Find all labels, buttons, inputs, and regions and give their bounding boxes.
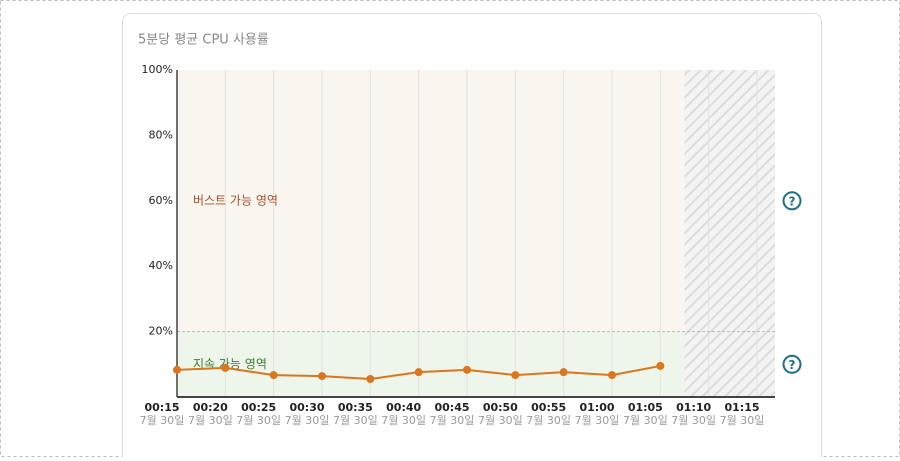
data-point xyxy=(511,371,520,380)
x-date-label: 7월 30일 xyxy=(188,413,233,427)
zone xyxy=(177,331,775,397)
x-tick-label: 01:15 xyxy=(724,401,759,414)
x-tick-label: 01:05 xyxy=(628,401,663,414)
x-date-label: 7월 30일 xyxy=(333,413,378,427)
x-tick-label: 00:30 xyxy=(289,401,324,414)
x-date-label: 7월 30일 xyxy=(526,413,571,427)
data-point xyxy=(463,365,471,374)
zone-label: 지속 가능 영역 xyxy=(193,357,267,371)
x-date-label: 7월 30일 xyxy=(236,413,281,427)
x-date-label: 7월 30일 xyxy=(430,413,475,427)
data-point xyxy=(414,368,423,377)
data-point xyxy=(269,371,278,380)
zone-label: 버스트 가능 영역 xyxy=(193,193,278,207)
x-date-label: 7월 30일 xyxy=(478,413,523,427)
x-date-label: 7월 30일 xyxy=(285,413,330,427)
zone xyxy=(177,70,775,332)
y-tick-label: 80% xyxy=(149,128,173,141)
help-icon[interactable] xyxy=(782,354,802,374)
x-tick-label: 01:10 xyxy=(676,401,711,414)
x-date-label: 7월 30일 xyxy=(623,413,668,427)
x-tick-label: 01:00 xyxy=(579,401,614,414)
data-point xyxy=(221,363,230,372)
x-tick-label: 00:40 xyxy=(386,401,421,414)
x-tick-label: 00:45 xyxy=(434,401,469,414)
help-icon-glyph: ? xyxy=(789,194,796,208)
x-date-label: 7월 30일 xyxy=(140,413,185,427)
x-date-label: 7월 30일 xyxy=(671,413,716,427)
y-tick-label: 20% xyxy=(149,325,173,338)
x-tick-label: 00:20 xyxy=(193,401,228,414)
data-point xyxy=(318,372,326,381)
data-point xyxy=(656,361,665,370)
y-tick-label: 40% xyxy=(149,259,173,272)
help-icon-glyph: ? xyxy=(789,358,796,372)
x-tick-label: 00:15 xyxy=(144,401,179,414)
data-point xyxy=(366,375,375,384)
x-date-label: 7월 30일 xyxy=(720,413,765,427)
x-date-label: 7월 30일 xyxy=(381,413,426,427)
help-icon[interactable] xyxy=(782,191,802,211)
data-point xyxy=(608,371,616,380)
x-tick-label: 00:55 xyxy=(531,401,566,414)
data-point xyxy=(173,365,181,374)
x-date-label: 7월 30일 xyxy=(575,413,620,427)
x-tick-label: 00:50 xyxy=(483,401,518,414)
y-tick-label: 60% xyxy=(149,194,173,207)
y-tick-label: 100% xyxy=(142,63,173,76)
x-tick-label: 00:35 xyxy=(338,401,373,414)
chart-title: 5분당 평균 CPU 사용률 xyxy=(138,33,269,48)
no-data-region xyxy=(684,70,775,397)
plot: 20% 40% 60% 80% 100% 버스트 가능 영역 ? 지속 가능 영역 ? 00:15… xyxy=(140,63,802,427)
x-tick-label: 00:25 xyxy=(241,401,276,414)
data-point xyxy=(559,368,568,377)
